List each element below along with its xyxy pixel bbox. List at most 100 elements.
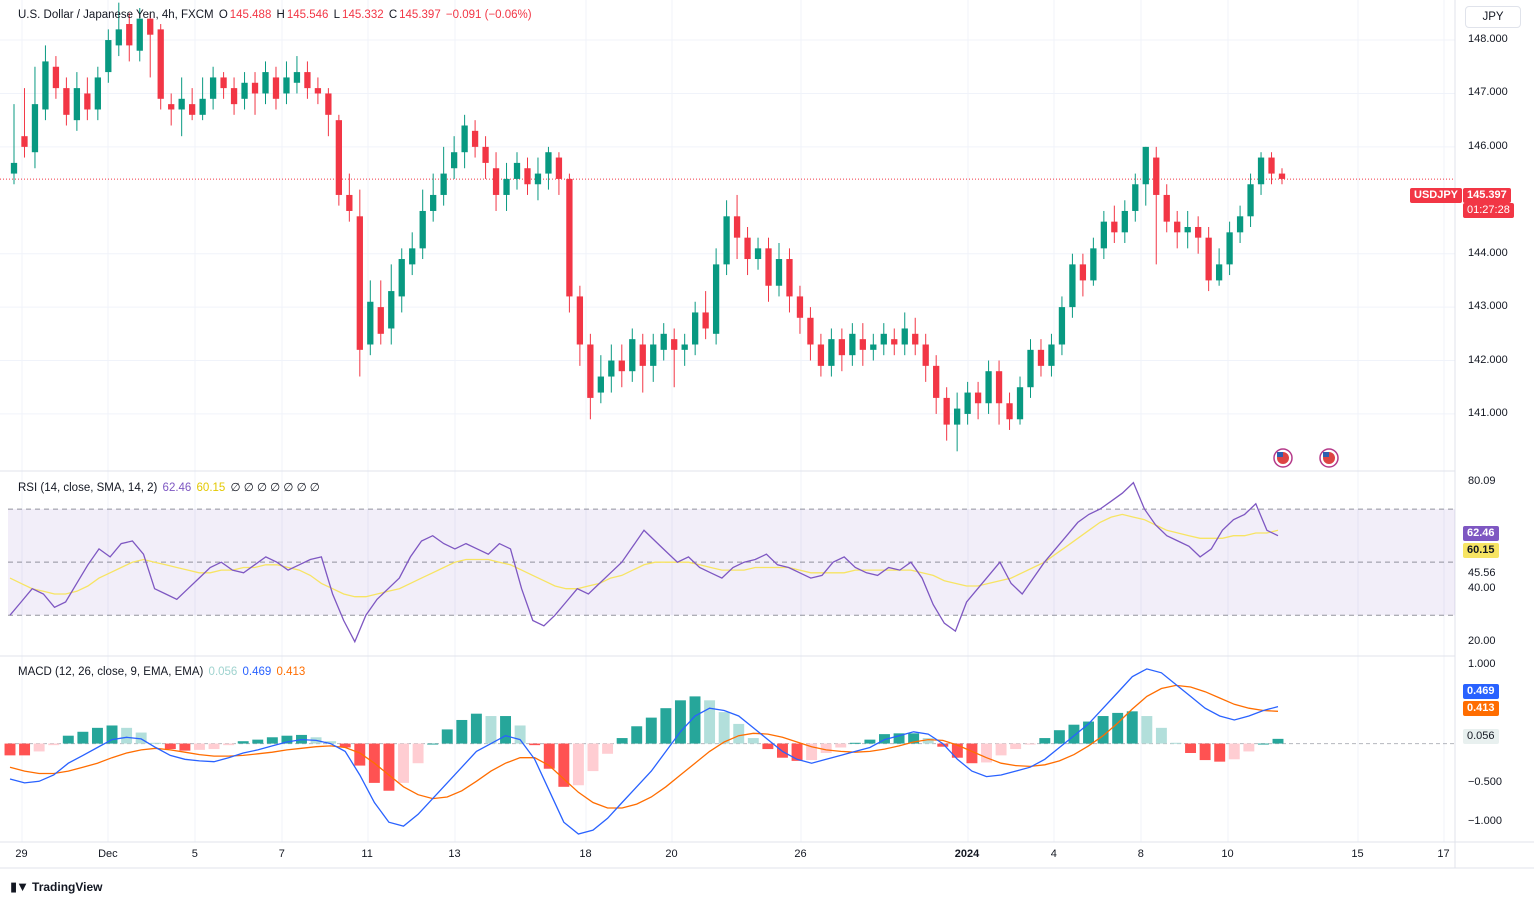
macd-histogram-bar [1257,743,1269,745]
candle-body [461,125,468,153]
candle-body [367,301,374,345]
candle [817,333,825,377]
candle [262,61,269,105]
rsi-title[interactable]: RSI (14, close, SMA, 14, 2) [18,482,158,494]
candle [1121,200,1128,244]
candle-body [922,344,929,366]
candle [807,307,814,361]
candle-body [545,152,552,174]
symbol-title[interactable]: U.S. Dollar / Japanese Yen, 4h, FXCM [18,9,214,21]
candle-body [450,152,458,169]
macd-histogram-bar [237,741,249,744]
macd-histogram-bar [135,732,147,744]
tradingview-brand[interactable]: ▮▼ TradingView [10,879,103,895]
candle-body [1257,157,1265,185]
candle [251,72,259,115]
candle-body [471,130,479,147]
candle [880,323,887,356]
macd-histogram-bar [1155,727,1167,744]
macd-histogram-bar [281,735,293,744]
candle [63,77,70,126]
economic-events[interactable] [1273,448,1339,468]
macd-histogram-bar [412,743,424,764]
candle-body [1163,194,1170,222]
macd-histogram-bar [150,742,162,744]
candle-body [723,216,730,265]
macd-histogram-bar [922,738,934,744]
candle [283,61,290,105]
macd-histogram-bar [106,725,118,744]
candle-body [157,29,164,99]
candle [1111,205,1118,244]
candle [639,333,646,393]
candle [1215,248,1223,286]
candle-body [933,365,940,398]
candle [461,114,468,169]
candle-body [1142,146,1149,185]
candle [94,66,101,121]
macd-histogram-bar [704,700,716,744]
candle [650,333,657,382]
macd-histogram-bar [616,738,628,744]
candle-body [681,344,688,350]
macd-histogram-bar [558,743,570,787]
candle [943,387,950,441]
symbol-legend[interactable]: U.S. Dollar / Japanese Yen, 4h, FXCM O 14… [18,8,534,22]
candle [409,232,416,276]
candle-body [1278,173,1286,179]
macd-histogram-bar [164,743,176,750]
macd-histogram-bar [689,696,701,744]
candle [199,77,206,121]
macd-histogram-bar [966,743,978,764]
macd-histogram-bar [806,743,818,761]
macd-histogram-bar [266,737,278,744]
macd-legend[interactable]: MACD (12, 26, close, 9, EMA, EMA) 0.056 … [18,665,307,679]
candle [796,285,804,334]
candle [1195,216,1202,254]
candle-body [409,248,416,265]
candle [503,162,510,211]
candle [335,114,343,206]
candle [692,301,699,356]
candle [105,29,112,83]
candle-body [84,93,91,110]
grid-lines [0,0,1455,842]
candle [398,248,405,313]
candle-body [419,210,426,249]
candle [52,56,60,99]
candle-body [335,120,343,195]
time-tick-label: 7 [278,848,285,860]
macd-histogram-bar [500,716,512,744]
candle [513,152,521,190]
macd-histogram-bar [1039,738,1051,744]
candle-body [503,178,510,195]
low-label: L [333,9,341,21]
candle-body [534,173,542,185]
candle [1174,210,1181,249]
candle-body [304,72,311,89]
macd-histogram-bar [718,712,730,744]
candle-body [262,72,269,94]
currency-unit-button[interactable]: JPY [1465,6,1521,28]
candle [136,8,143,62]
macd-histogram-bar [456,719,468,744]
candle-body [1037,349,1045,366]
candle [1153,146,1160,265]
time-tick-label: 8 [1137,848,1144,860]
rsi-legend[interactable]: RSI (14, close, SMA, 14, 2) 62.46 60.15 … [18,481,322,495]
candle-body [660,333,667,350]
macd-histogram-bar [835,743,847,748]
candle-body [10,162,18,174]
macd-title[interactable]: MACD (12, 26, close, 9, EMA, EMA) [18,666,204,678]
candle-body [283,77,290,94]
macd-histogram-bar [893,733,905,744]
macd-histogram-bar [1053,730,1065,744]
candle-body [1184,226,1191,233]
candle-body [775,259,783,286]
candle-body [314,88,322,94]
macd-histogram-bar [514,725,526,744]
candle-body [440,173,447,195]
candle [1037,339,1045,377]
macd-histogram-bar [194,743,205,750]
